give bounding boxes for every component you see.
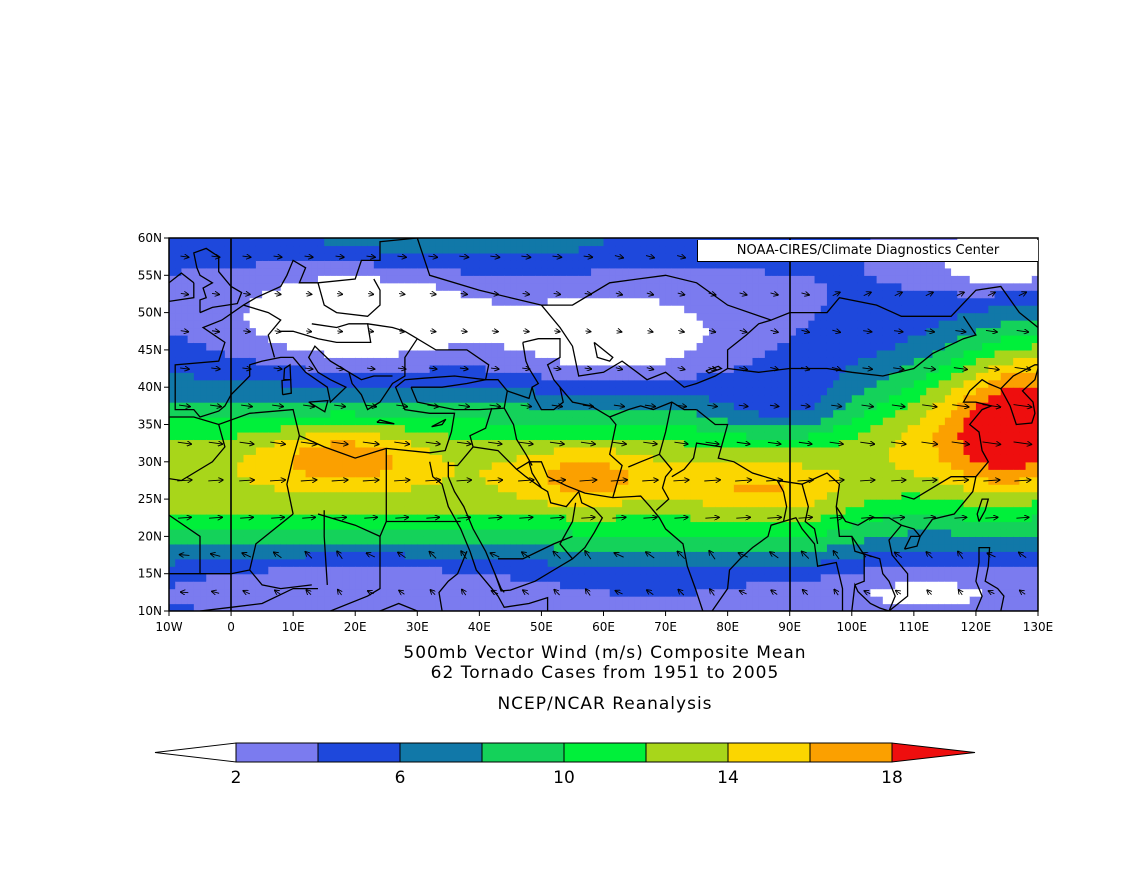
lat-tick-label: 40N xyxy=(138,380,162,394)
lon-tick-label: 20E xyxy=(344,620,367,634)
credit-label: NOAA-CIRES/Climate Diagnostics Center xyxy=(697,240,1038,262)
lat-tick-label: 45N xyxy=(138,343,162,357)
map-title: 500mb Vector Wind (m/s) Composite Mean xyxy=(403,643,807,663)
lat-tick-label: 50N xyxy=(138,306,162,320)
lon-tick-label: 130E xyxy=(1023,620,1054,634)
longitude-axis: 10W 0 10E 20E 30E 40E 50E 60E 70E 80E 90E 100E 110E 1… xyxy=(155,611,1053,634)
lat-tick-label: 30N xyxy=(138,455,162,469)
lat-tick-label: 20N xyxy=(138,529,162,543)
lon-tick-label: 70E xyxy=(654,620,677,634)
lat-tick-label: 35N xyxy=(138,418,162,432)
lon-tick-label: 0 xyxy=(227,620,235,634)
lon-tick-label: 40E xyxy=(468,620,491,634)
lat-tick-label: 60N xyxy=(138,231,162,245)
colorbar-label: 18 xyxy=(881,768,903,788)
lon-tick-label: 100E xyxy=(837,620,868,634)
colorbar-label: 10 xyxy=(553,768,575,788)
colorbar-label: 2 xyxy=(230,768,242,788)
lon-tick-label: 30E xyxy=(406,620,429,634)
lon-tick-label: 50E xyxy=(530,620,553,634)
lon-tick-label: 110E xyxy=(899,620,930,634)
lat-tick-label: 55N xyxy=(138,268,162,282)
lon-tick-label: 80E xyxy=(716,620,739,634)
map-subtitle: 62 Tornado Cases from 1951 to 2005 xyxy=(430,663,780,683)
lon-tick-label: 10E xyxy=(282,620,305,634)
lat-tick-label: 25N xyxy=(138,492,162,506)
colorbar-label: 14 xyxy=(717,768,739,788)
lat-tick-label: 15N xyxy=(138,567,162,581)
lon-tick-label: 10W xyxy=(155,620,182,634)
lat-tick-label: 10N xyxy=(138,604,162,618)
colorbar-label: 6 xyxy=(394,768,406,788)
wind-speed-field xyxy=(169,238,1038,611)
lon-tick-label: 120E xyxy=(961,620,992,634)
coastlines xyxy=(169,238,1038,611)
lon-tick-label: 90E xyxy=(778,620,801,634)
lon-tick-label: 60E xyxy=(592,620,615,634)
data-source: NCEP/NCAR Reanalysis xyxy=(497,694,713,714)
latitude-axis: 10N 15N 20N 25N 30N 35N 40N 45N 50N 55N 60N xyxy=(138,231,169,618)
